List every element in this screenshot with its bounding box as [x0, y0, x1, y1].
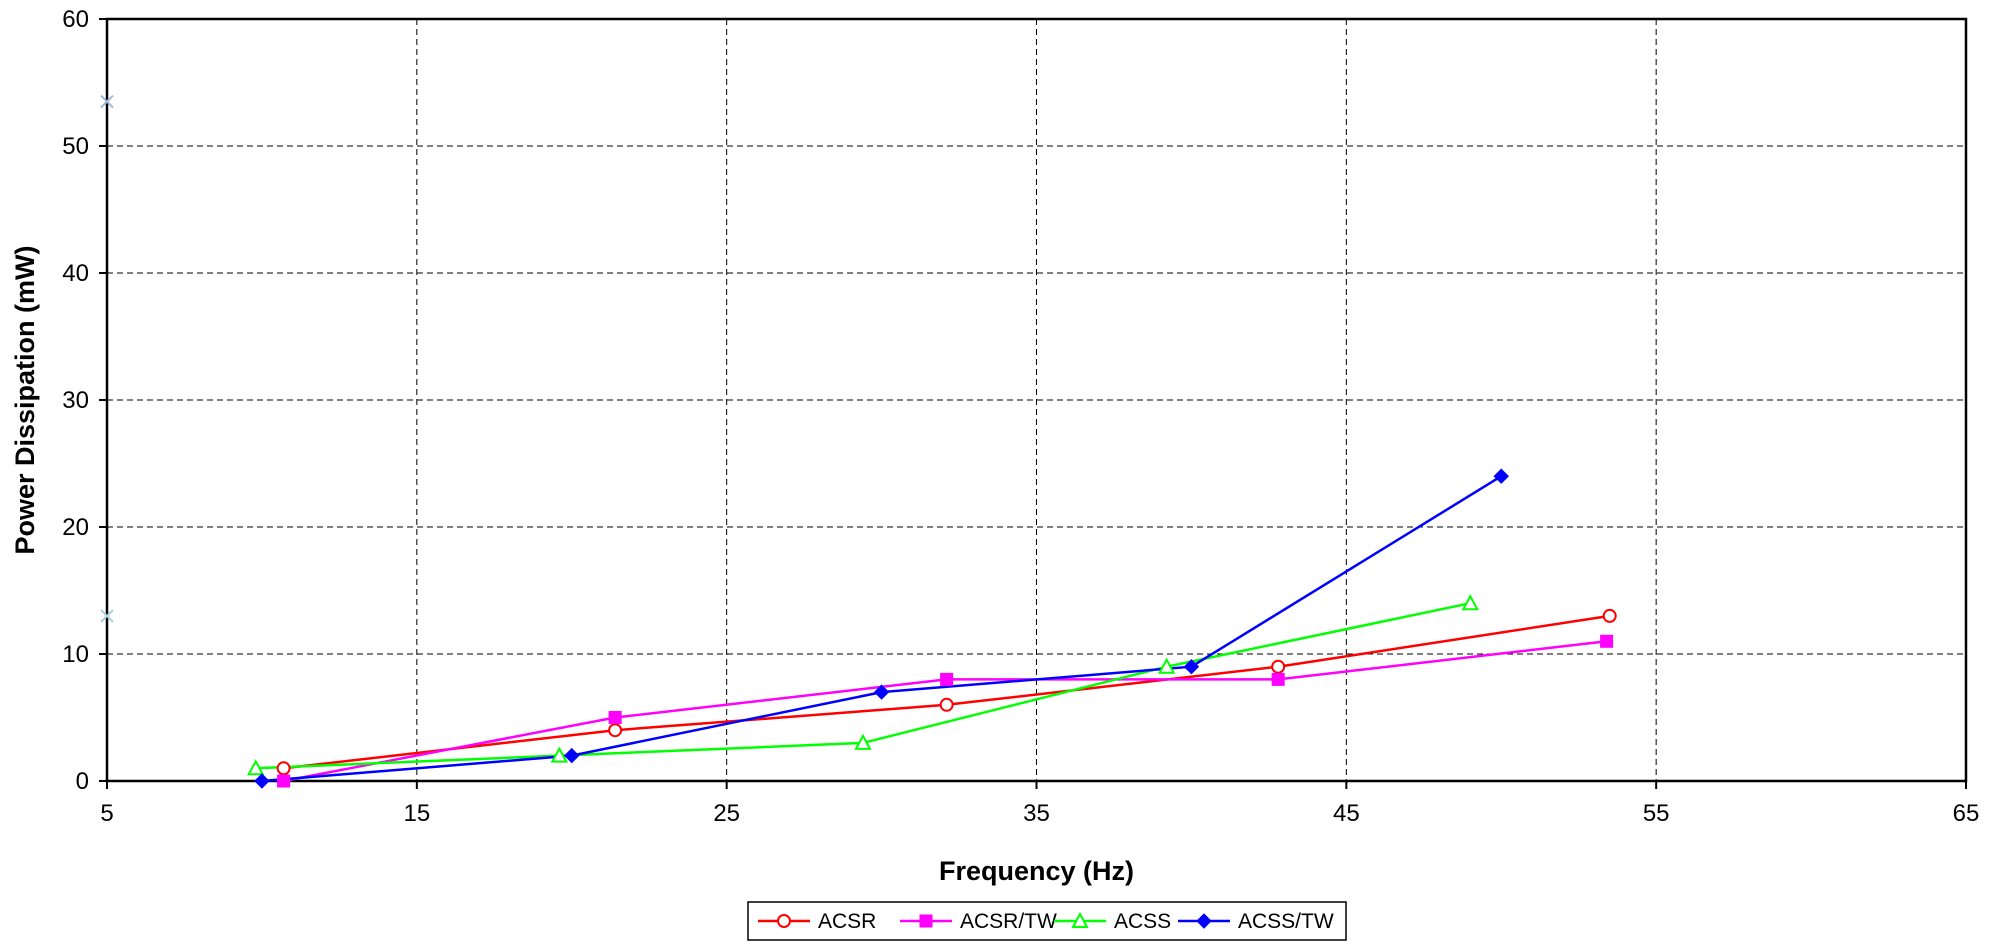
data-point-acsr-tw [1601, 635, 1613, 647]
y-tick-label: 0 [76, 768, 89, 795]
data-point-acsr-tw [941, 673, 953, 685]
legend-label: ACSS [1114, 910, 1171, 933]
legend-marker-swatch [778, 915, 790, 927]
x-tick-label: 5 [100, 800, 113, 827]
data-point-acsr [609, 724, 621, 736]
data-point-acsr [1272, 661, 1284, 673]
series-line-acss-tw [262, 476, 1501, 781]
data-point-acsr [1604, 610, 1616, 622]
grid-lines [107, 19, 1966, 781]
data-markers [101, 96, 1616, 788]
data-point-acsr [941, 699, 953, 711]
y-tick-label: 50 [62, 133, 89, 160]
legend-marker-swatch [920, 915, 932, 927]
data-point-acsr-tw [609, 712, 621, 724]
x-tick-label: 55 [1643, 800, 1670, 827]
data-point-acsr-tw [278, 775, 290, 787]
data-point-acss [1463, 596, 1477, 609]
y-tick-label: 10 [62, 641, 89, 668]
x-tick-label: 15 [403, 800, 430, 827]
x-tick-label: 25 [713, 800, 740, 827]
x-axis-title: Frequency (Hz) [939, 856, 1134, 886]
y-tick-label: 60 [62, 6, 89, 33]
legend: ACSR ACSR/TW ACSS ACSS/TW [748, 902, 1346, 940]
x-tick-label: 45 [1333, 800, 1360, 827]
data-point-acss-tw [1494, 469, 1508, 483]
data-series [256, 476, 1610, 781]
legend-label: ACSS/TW [1238, 910, 1334, 933]
y-tick-label: 20 [62, 514, 89, 541]
legend-label: ACSR [818, 910, 876, 933]
y-tick-label: 30 [62, 387, 89, 414]
x-tick-label: 35 [1023, 800, 1050, 827]
series-line-acsr [284, 616, 1610, 768]
y-axis-title: Power Dissipation (mW) [10, 245, 40, 554]
data-point-acsr [278, 762, 290, 774]
data-point-acss-tw [255, 774, 269, 788]
x-tick-label: 65 [1953, 800, 1980, 827]
y-tick-label: 40 [62, 260, 89, 287]
data-point-acsr-tw [1272, 673, 1284, 685]
legend-label: ACSR/TW [960, 910, 1057, 933]
